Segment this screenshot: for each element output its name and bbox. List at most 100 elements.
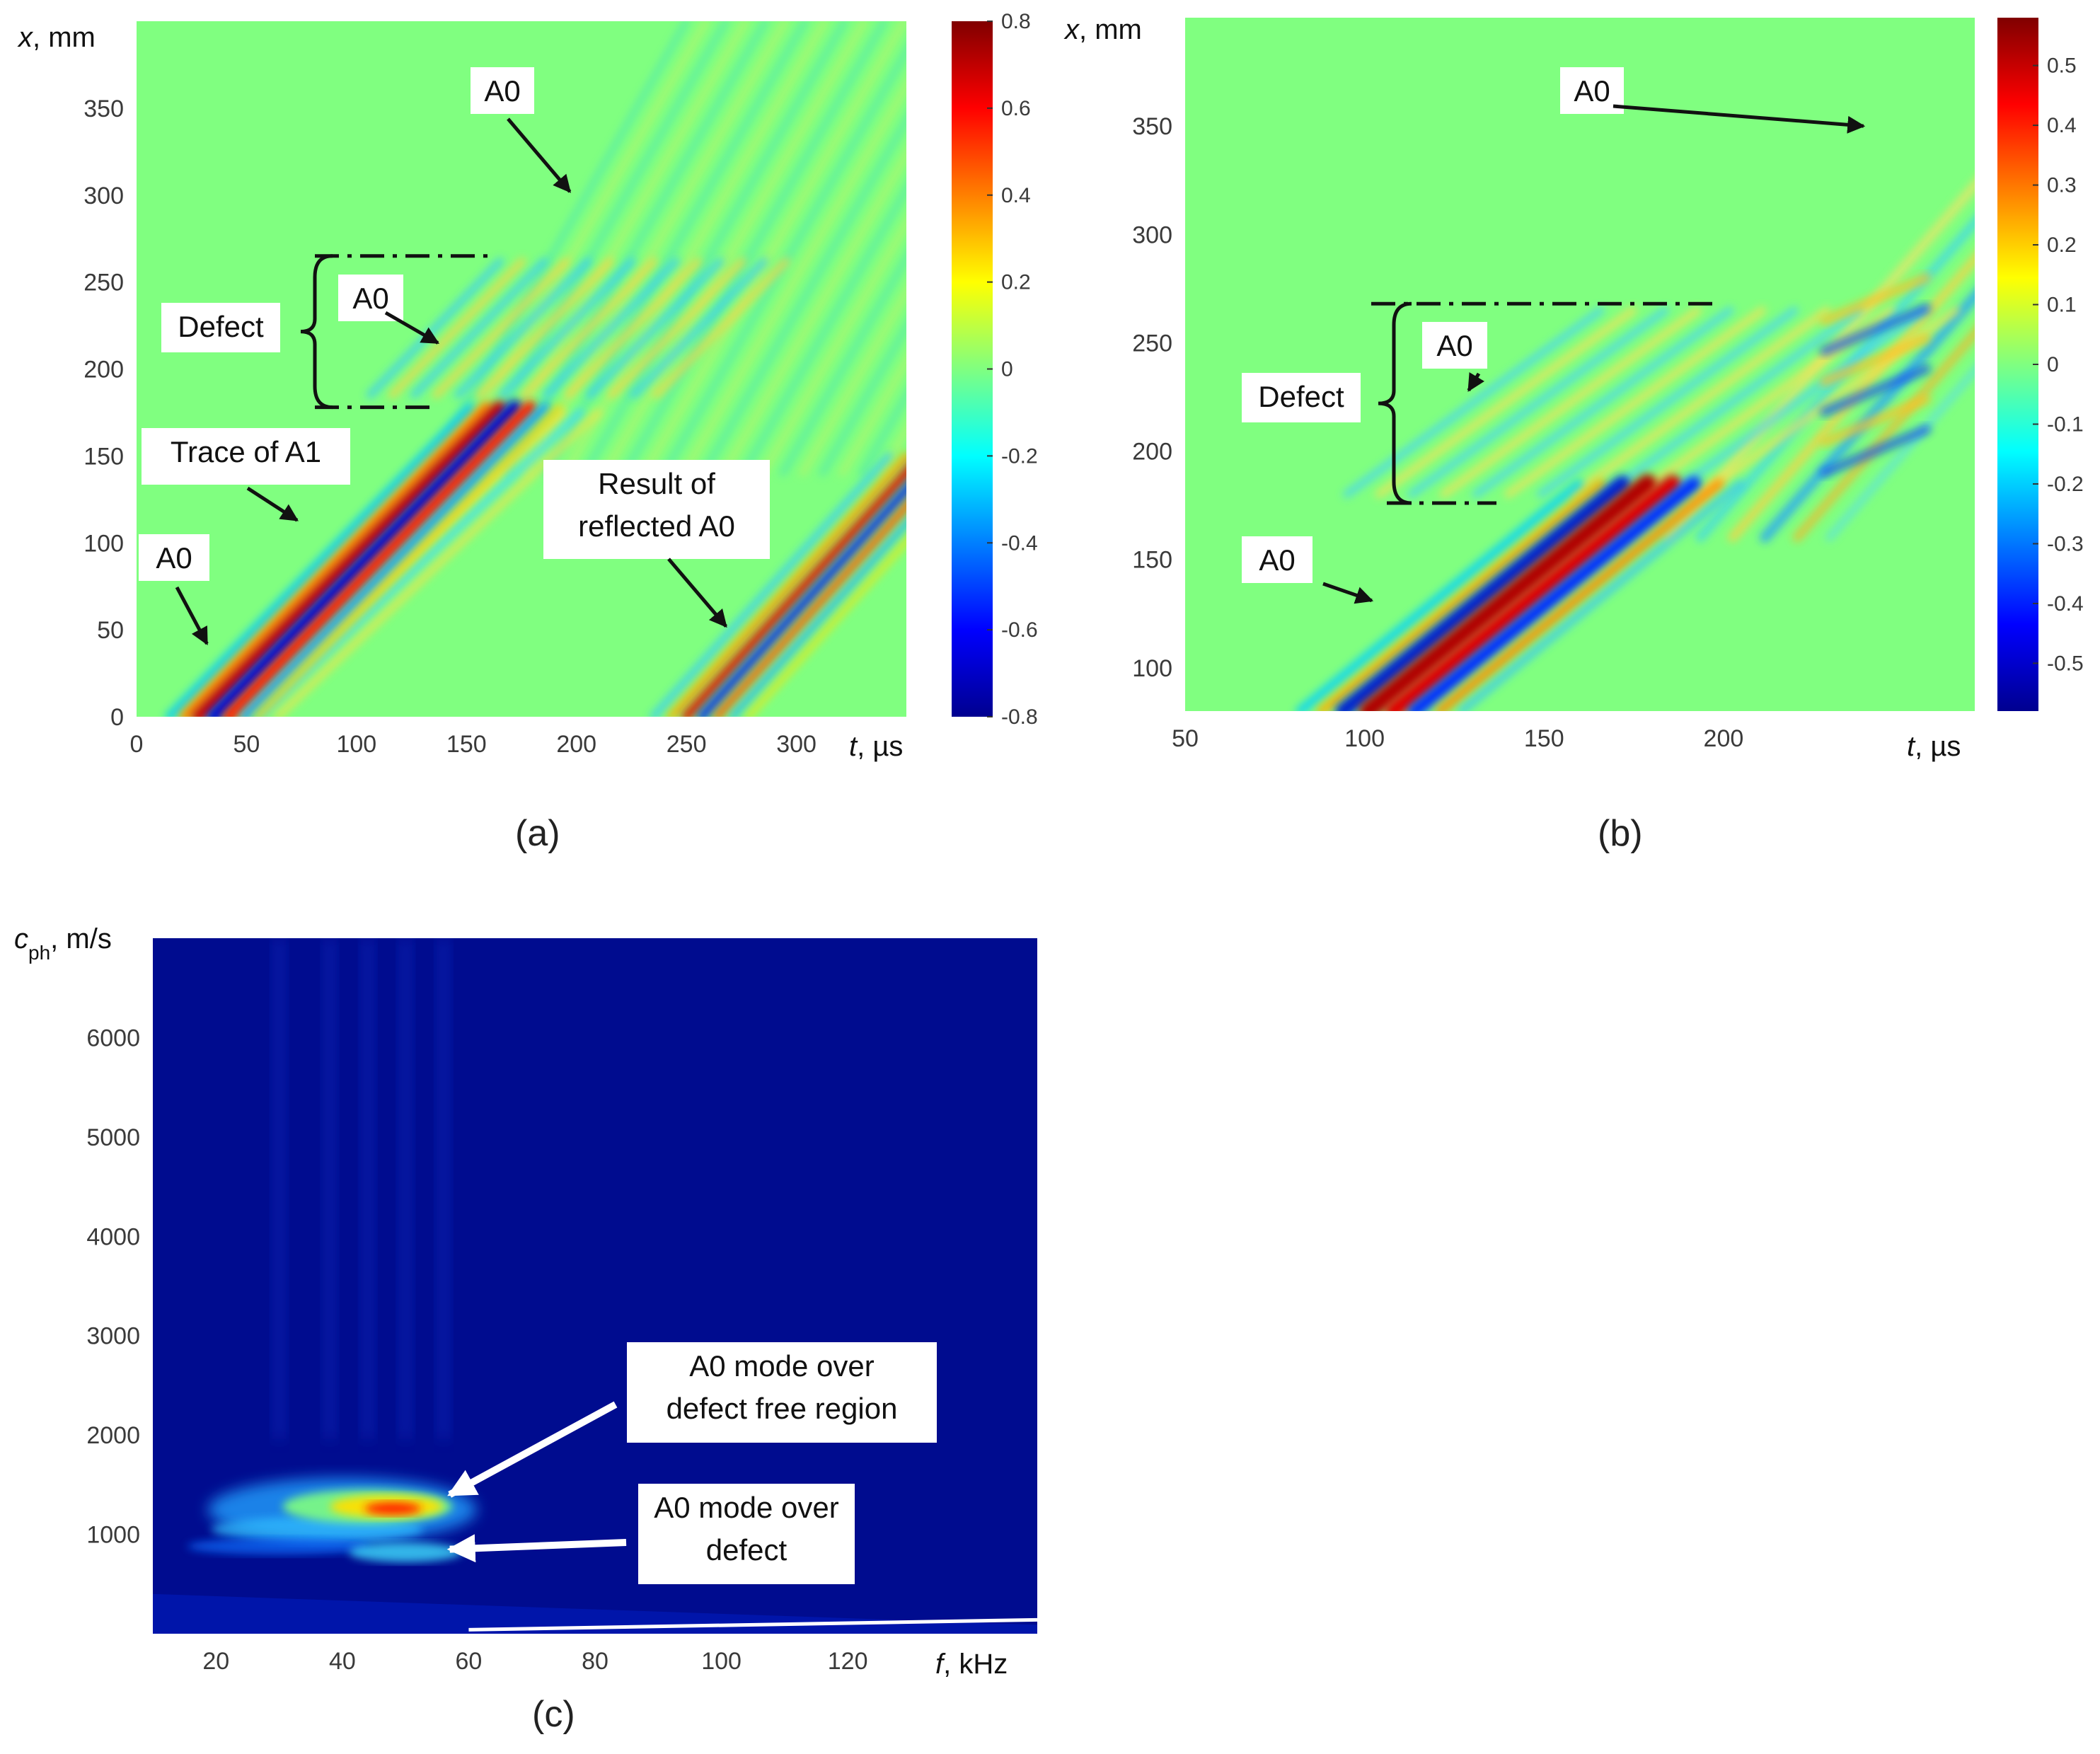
b-right-ripple-0 <box>1819 334 1931 386</box>
panel-b-label: (b) <box>1598 813 1643 854</box>
panel-a: 0 50 100 150 200 250 300 0 50 100 150 200 250 300 350… <box>17 10 1038 854</box>
b-main-packet-1 <box>1316 478 1606 711</box>
a-reflected-4 <box>712 501 906 717</box>
colorbar-tick-label-4: 0.1 <box>2047 294 2077 317</box>
b-arrow-0 <box>1612 104 1866 134</box>
x-tick-label-4: 100 <box>701 1648 742 1675</box>
b-arrow-1 <box>1467 372 1485 392</box>
x-tick-label-3: 150 <box>446 731 487 758</box>
colorbar-tick-label-7: -0.2 <box>2047 473 2084 496</box>
b-right-ripple-0 <box>1819 395 1931 447</box>
a-defect-ripple-0 <box>608 258 746 399</box>
a-reflected-1 <box>667 451 906 717</box>
panel-a-annotations: A0 A0 Defect Trace of A1 A0 Result of reflecte… <box>139 67 770 645</box>
a-main-packet-2 <box>192 400 506 717</box>
x-tick-label-1: 40 <box>329 1648 356 1675</box>
c-annotation-box-2 <box>638 1484 855 1584</box>
c-annotation-text-2: A0 mode over <box>654 1491 838 1524</box>
b-transmitted-5 <box>1825 365 1975 541</box>
b-defect-ripple-0 <box>1407 306 1669 498</box>
panel-a-x-unit: , µs <box>857 731 903 762</box>
colorbar-tick-label-5: 0 <box>2047 353 2059 376</box>
b-annotation-box-1 <box>1422 322 1487 369</box>
panel-a-colorbar-ticks: 0.8 0.6 0.4 0.2 0 -0.2 -0.4 -0.6 -0.8 <box>987 10 1038 729</box>
panel-a-y-ticks: 0 50 100 150 200 250 300 350 <box>83 96 124 731</box>
a-arrow-5 <box>667 558 728 628</box>
a-defect-ripple-0 <box>476 258 614 399</box>
x-tick-label-6: 300 <box>776 731 817 758</box>
a-ripple-0 <box>858 389 906 477</box>
colorbar-tick-label-2: 0.3 <box>2047 174 2077 197</box>
y-tick-label-4: 5000 <box>86 1124 140 1151</box>
a-annotation-box-5 <box>543 460 770 559</box>
x-tick-label-2: 60 <box>456 1648 483 1675</box>
a-arrow-4 <box>175 586 209 645</box>
colorbar-tick-label-3: 0.2 <box>2047 233 2077 257</box>
x-tick-label-5: 250 <box>667 731 707 758</box>
c-annotation-text-1: defect free region <box>667 1392 898 1425</box>
x-tick-label-0: 50 <box>1172 725 1199 752</box>
panel-c-label: (c) <box>532 1694 575 1735</box>
colorbar-tick-label-0: 0.8 <box>1001 10 1031 33</box>
panel-b-colorbar-ticks: 0.5 0.4 0.3 0.2 0.1 0 -0.1 -0.2 -0.3 -0.4 -0.5 <box>2033 54 2084 675</box>
b-defect-ripple-0 <box>1440 306 1702 498</box>
x-tick-label-2: 150 <box>1524 725 1564 752</box>
panel-c: 20 40 60 80 100 120 100020003000400050006000 … <box>14 923 1037 1735</box>
a-defect-ripple-0 <box>630 258 768 399</box>
c-annotation-box-0 <box>627 1342 937 1443</box>
x-tick-label-3: 80 <box>582 1648 608 1675</box>
y-tick-label-0: 1000 <box>86 1522 140 1549</box>
x-tick-label-5: 120 <box>828 1648 868 1675</box>
y-tick-label-0: 0 <box>110 704 124 731</box>
a-defect-ripple-0 <box>454 258 592 399</box>
x-tick-label-0: 0 <box>130 731 144 758</box>
panel-c-y-unit: , m/s <box>50 923 112 954</box>
panel-a-label: (a) <box>515 813 560 854</box>
panel-c-y-ticks: 1000 2000 3000 4000 5000 6000 <box>86 1025 140 1548</box>
b-annotation-box-2 <box>1242 373 1361 422</box>
b-defect-ripple-0 <box>1504 306 1766 498</box>
a-annotation-text-6: reflected A0 <box>578 509 735 543</box>
c-cutoff-line <box>468 1617 1037 1632</box>
colorbar-tick-label-7: -0.6 <box>1001 618 1038 642</box>
y-tick-label-1: 50 <box>97 617 124 644</box>
a-defect-ripple-0 <box>542 258 680 399</box>
panel-b-x-var: t <box>1907 731 1916 762</box>
c-streak-0 <box>272 938 287 1439</box>
a-annotation-text-4: A0 <box>156 541 192 575</box>
panel-c-y-sub: ph <box>28 942 50 964</box>
colorbar-tick-label-8: -0.3 <box>2047 532 2084 555</box>
a-ripple-0 <box>838 355 906 477</box>
a-ripple-0 <box>799 286 906 477</box>
a-reflected-5 <box>729 519 906 717</box>
x-tick-label-3: 200 <box>1704 725 1744 752</box>
y-tick-label-7: 350 <box>83 96 124 122</box>
b-defect-ripple-0 <box>1537 306 1799 498</box>
a-ripple-0 <box>819 321 906 477</box>
a-annotation-text-2: Defect <box>178 310 264 343</box>
y-tick-label-5: 250 <box>83 270 124 296</box>
a-ripple-0 <box>582 21 848 477</box>
y-tick-label-3: 250 <box>1132 330 1172 357</box>
b-main-packet-4 <box>1385 475 1681 711</box>
panel-a-x-ticks: 0 50 100 150 200 250 300 <box>130 731 817 758</box>
a-reflected-6 <box>744 536 906 717</box>
a-ripple-0 <box>641 21 906 477</box>
a-ripple-0 <box>621 21 888 477</box>
b-right-ripple-0 <box>1819 304 1931 356</box>
panel-c-y-axis-label: cph, m/s <box>14 923 112 964</box>
y-tick-label-5: 6000 <box>86 1025 140 1051</box>
x-tick-label-1: 100 <box>1344 725 1385 752</box>
b-defect-ripple-0 <box>1601 306 1863 498</box>
a-reflected-2 <box>681 466 906 717</box>
panel-b-x-ticks: 50 100 150 200 <box>1172 725 1743 752</box>
b-annotation-box-3 <box>1242 536 1312 583</box>
b-right-ripple-0 <box>1819 273 1931 325</box>
b-annotation-text-1: A0 <box>1436 329 1472 362</box>
colorbar-tick-label-9: -0.4 <box>2047 592 2084 616</box>
a-main-packet-6 <box>253 403 562 717</box>
c-arrow-0 <box>447 1401 618 1498</box>
colorbar-tick-label-5: -0.2 <box>1001 444 1038 468</box>
a-annotation-text-1: A0 <box>352 282 388 315</box>
